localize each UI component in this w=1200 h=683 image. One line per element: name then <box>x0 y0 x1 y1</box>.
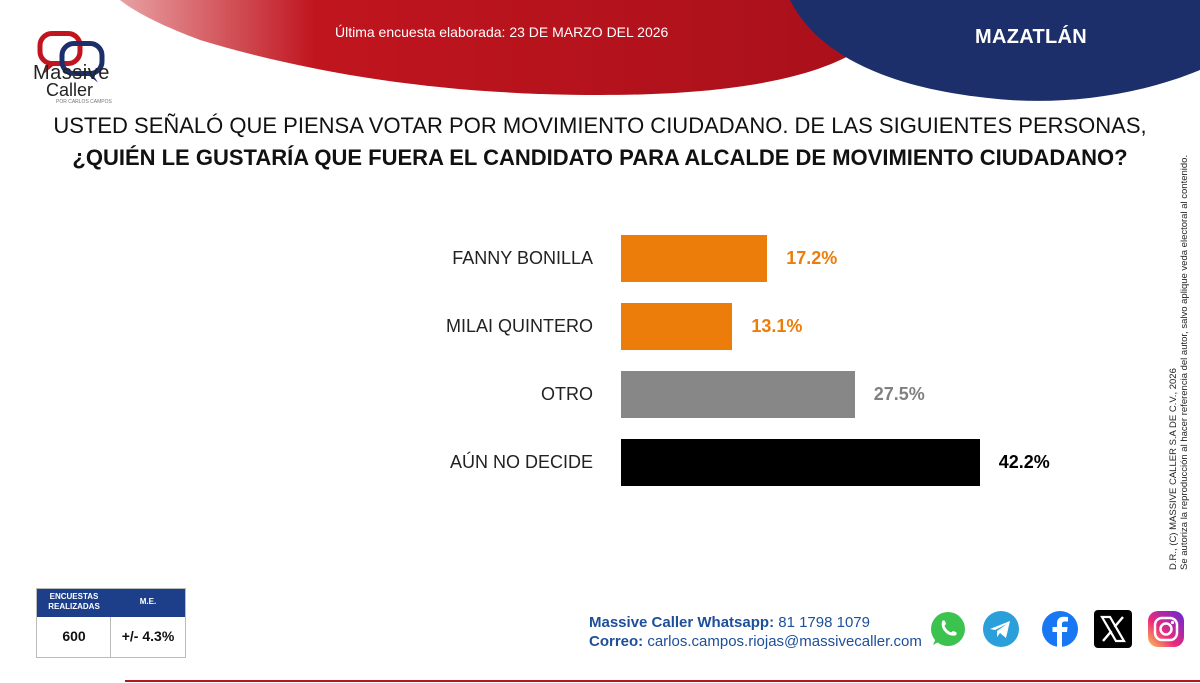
stats-surveys-value: 600 <box>62 628 86 644</box>
x-icon[interactable] <box>1093 609 1133 649</box>
contact-email: Correo: carlos.campos.riojas@massivecall… <box>589 633 922 650</box>
city-name: MAZATLÁN <box>975 26 1087 48</box>
bar-category-label: MILAI QUINTERO <box>445 316 593 336</box>
bar-category-label: OTRO <box>541 384 593 404</box>
whatsapp-number[interactable]: 81 1798 1079 <box>778 614 870 631</box>
header-navy-wave <box>790 0 1200 101</box>
copyright-line-1: D.R., (C) MASSIVE CALLER S.A DE C.V., 20… <box>1168 368 1179 570</box>
stats-margin-error-value: +/- 4.3% <box>121 628 175 644</box>
bar-value-label: 13.1% <box>751 316 803 336</box>
bar-category-label: AÚN NO DECIDE <box>449 452 593 472</box>
footer-divider <box>125 680 1200 682</box>
bar-value-label: 17.2% <box>786 248 838 268</box>
logo-name-line1: Massive <box>33 62 110 84</box>
question-line-2: ¿QUIÉN LE GUSTARÍA QUE FUERA EL CANDIDAT… <box>72 145 1128 170</box>
stats-header-me: M.E. <box>139 597 157 606</box>
stats-divider <box>110 617 111 657</box>
bar <box>621 439 980 486</box>
survey-date: Última encuesta elaborada: 23 DE MARZO D… <box>335 24 669 40</box>
telegram-icon[interactable] <box>981 609 1021 649</box>
question-line-1: USTED SEÑALÓ QUE PIENSA VOTAR POR MOVIMI… <box>53 113 1147 138</box>
logo-name-line2: Caller <box>46 80 94 100</box>
survey-stats-table: ENCUESTAS REALIZADAS M.E. 600 +/- 4.3% <box>36 588 186 658</box>
whatsapp-label: Massive Caller Whatsapp: <box>589 614 775 631</box>
bar-value-label: 42.2% <box>998 452 1050 472</box>
contact-whatsapp: Massive Caller Whatsapp: 81 1798 1079 <box>589 614 870 631</box>
header-red-wave <box>120 0 900 95</box>
bar-category-label: FANNY BONILLA <box>452 248 593 268</box>
logo-tagline: POR CARLOS CAMPOS <box>56 99 112 105</box>
stats-header: ENCUESTAS REALIZADAS M.E. <box>37 589 185 617</box>
copyright-line-2: Se autoriza la reproducción al hacer ref… <box>1179 154 1190 570</box>
whatsapp-icon[interactable] <box>928 609 968 649</box>
bar <box>621 235 768 282</box>
instagram-icon[interactable] <box>1146 609 1186 649</box>
facebook-icon[interactable] <box>1040 609 1080 649</box>
stats-header-surveys: ENCUESTAS REALIZADAS <box>48 592 100 611</box>
email-address[interactable]: carlos.campos.riojas@massivecaller.com <box>647 633 922 650</box>
bar-value-label: 27.5% <box>873 384 925 404</box>
massive-caller-logo <box>37 31 105 83</box>
bar <box>621 303 733 350</box>
email-label: Correo: <box>589 633 644 650</box>
bar <box>621 371 855 418</box>
